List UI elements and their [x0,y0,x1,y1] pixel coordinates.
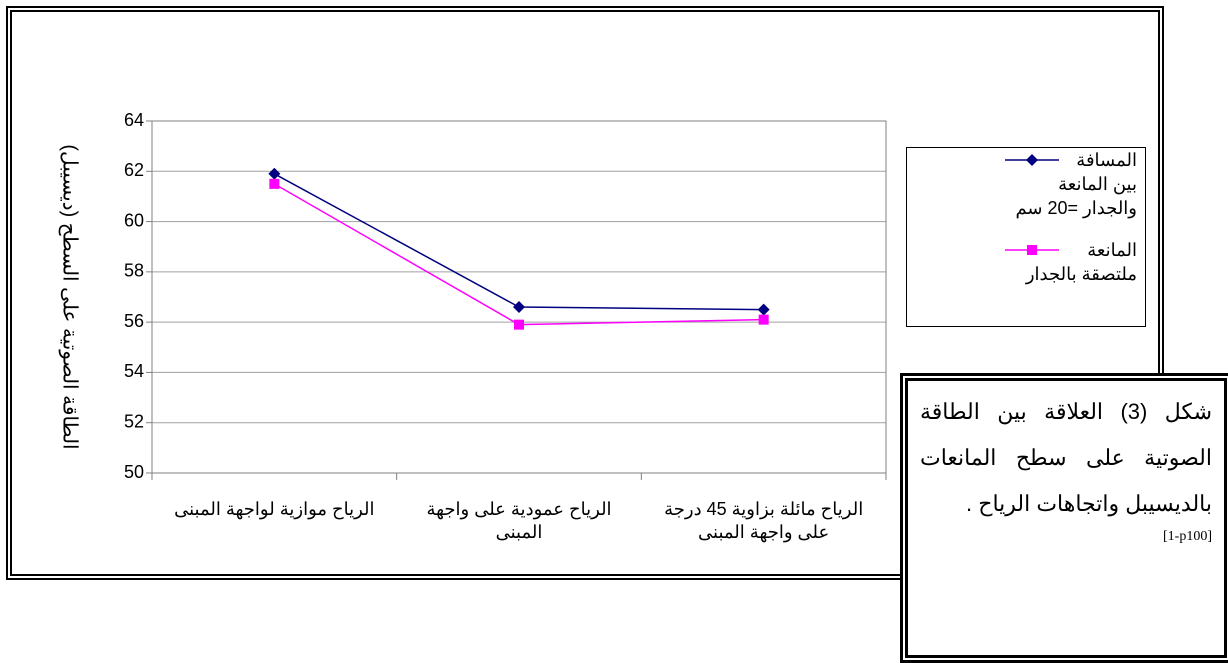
marker [269,178,280,189]
legend-icon [1005,154,1059,166]
marker [268,167,281,180]
y-tick-label: 56 [124,311,144,331]
marker [757,303,770,316]
legend-label: المسافة بين المانعة والجدار =20 سم [1015,150,1137,218]
plot-border [151,120,887,474]
reference: [1-p100] [1163,529,1212,544]
caption-box: شكل (3) العلاقة بين الطاقة الصوتية على س… [900,373,1228,663]
legend-icon [1005,245,1059,255]
series-line [273,173,764,311]
y-tick-label: 64 [124,110,144,130]
x-tick-label: الرياح موازية لواجهة المبنى [174,499,375,519]
y-tick-label: 60 [124,210,144,230]
y-tick-label: 50 [124,462,144,482]
legend-symbol [1003,238,1061,262]
marker [758,314,769,325]
chart-frame [6,6,1164,580]
y-tick-label: 58 [124,261,144,281]
x-tick-label: الرياح عمودية على واجهة المبنى [426,499,612,542]
legend-symbol [1003,148,1061,172]
y-tick-label: 54 [124,361,144,381]
legend: المسافة بين المانعة والجدار =20 سم المانع… [906,147,1146,327]
legend-entry: المسافة بين المانعة والجدار =20 سم [1003,148,1137,220]
legend-entry: المانعة ملتصقة بالجدار [1003,238,1137,286]
y-tick-label: 52 [124,411,144,431]
x-tick-label: الرياح مائلة بزاوية 45 درجة على واجهة ال… [664,499,864,542]
marker [514,319,524,330]
y-axis-label: الطاقة الصوتية على السطح (ديسيبل) [58,144,81,450]
caption: شكل (3) العلاقة بين الطاقة الصوتية على س… [920,399,1212,516]
marker [513,301,525,314]
marker [1027,245,1037,255]
marker [1026,154,1038,166]
y-tick-label: 62 [124,160,144,180]
legend-label: المانعة ملتصقة بالجدار [1025,240,1137,284]
